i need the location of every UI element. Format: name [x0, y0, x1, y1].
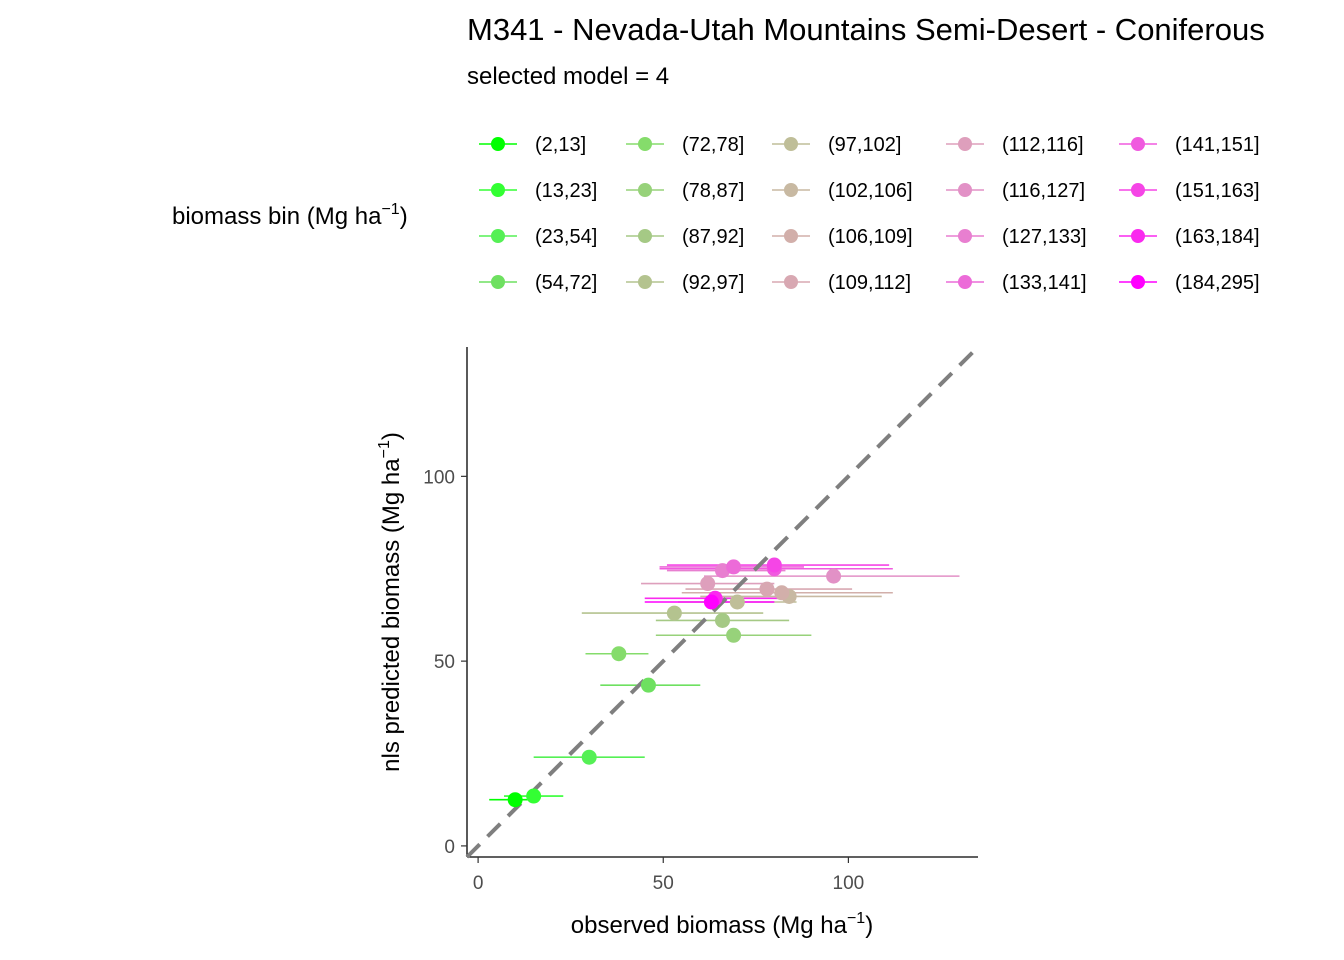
legend-item: (151,163] — [1119, 180, 1260, 202]
legend-label: (54,72] — [535, 272, 597, 294]
legend-item: (72,78] — [626, 134, 744, 156]
legend-key-dot — [491, 183, 505, 197]
data-point — [715, 612, 730, 628]
legend-key-dot — [784, 183, 798, 197]
data-point — [581, 749, 597, 765]
data-point — [700, 576, 716, 592]
legend-item: (141,151] — [1119, 134, 1260, 156]
data-point — [703, 594, 719, 610]
y-tick-label: 0 — [444, 837, 455, 858]
legend-key-dot — [1131, 183, 1145, 197]
legend-label: (106,109] — [828, 226, 913, 248]
legend-key-dot — [491, 229, 505, 243]
legend-title: biomass bin (Mg ha−1) — [172, 201, 408, 230]
legend-key-dot — [638, 137, 652, 151]
legend-key-dot — [638, 183, 652, 197]
data-point — [759, 581, 775, 597]
plot-area — [465, 345, 980, 859]
legend-item: (2,13] — [479, 134, 586, 156]
x-tick-label: 100 — [833, 873, 865, 894]
legend-label: (184,295] — [1175, 272, 1260, 294]
legend-key-dot — [638, 275, 652, 289]
legend-item: (13,23] — [479, 180, 597, 202]
data-point — [611, 646, 627, 662]
legend-item: (102,106] — [772, 180, 913, 202]
legend-key-dot — [784, 229, 798, 243]
legend-item: (116,127] — [946, 180, 1085, 202]
legend-item: (184,295] — [1119, 272, 1260, 294]
legend-label: (72,78] — [682, 134, 744, 156]
legend: (2,13] (13,23] (23,54] (54,72] (72,78] (78,87… — [479, 134, 1260, 294]
x-tick-label: 0 — [473, 873, 484, 894]
data-point — [726, 627, 742, 643]
legend-item: (92,97] — [626, 272, 744, 294]
legend-label: (151,163] — [1175, 180, 1260, 202]
legend-item: (78,87] — [626, 180, 744, 202]
x-tick-label: 50 — [653, 873, 674, 894]
legend-label: (127,133] — [1002, 226, 1087, 248]
data-point — [666, 605, 682, 621]
legend-item: (133,141] — [946, 272, 1087, 294]
legend-label: (2,13] — [535, 134, 586, 156]
legend-key-dot — [491, 137, 505, 151]
legend-label: (109,112] — [828, 272, 911, 294]
legend-label: (23,54] — [535, 226, 597, 248]
legend-key-dot — [491, 275, 505, 289]
legend-key-dot — [1131, 275, 1145, 289]
legend-key-dot — [1131, 137, 1145, 151]
legend-label: (116,127] — [1002, 180, 1085, 202]
data-point — [729, 594, 745, 610]
reference-line — [465, 345, 980, 859]
legend-item: (127,133] — [946, 226, 1087, 248]
legend-key-dot — [958, 137, 972, 151]
legend-label: (163,184] — [1175, 226, 1260, 248]
legend-key-dot — [1131, 229, 1145, 243]
x-axis-label: observed biomass (Mg ha−1) — [571, 910, 873, 939]
legend-label: (87,92] — [682, 226, 744, 248]
legend-label: (102,106] — [828, 180, 913, 202]
legend-label: (133,141] — [1002, 272, 1087, 294]
chart-subtitle: selected model = 4 — [467, 63, 669, 90]
legend-label: (141,151] — [1175, 134, 1260, 156]
legend-key-dot — [784, 137, 798, 151]
legend-item: (163,184] — [1119, 226, 1260, 248]
legend-item: (97,102] — [772, 134, 901, 156]
legend-key-dot — [958, 229, 972, 243]
legend-item: (106,109] — [772, 226, 913, 248]
legend-label: (112,116] — [1002, 134, 1084, 156]
data-point — [640, 677, 656, 693]
legend-key-dot — [958, 275, 972, 289]
legend-item: (54,72] — [479, 272, 597, 294]
legend-label: (13,23] — [535, 180, 597, 202]
data-point — [774, 585, 790, 601]
legend-label: (92,97] — [682, 272, 744, 294]
data-point — [826, 568, 842, 584]
legend-key-dot — [784, 275, 798, 289]
data-point — [526, 788, 542, 804]
legend-item: (109,112] — [772, 272, 911, 294]
y-axis-label: nls predicted biomass (Mg ha−1) — [376, 432, 405, 772]
legend-item: (112,116] — [946, 134, 1084, 156]
chart-title: M341 - Nevada-Utah Mountains Semi-Desert… — [467, 12, 1265, 47]
data-point — [507, 792, 523, 808]
data-point — [726, 559, 742, 575]
legend-item: (87,92] — [626, 226, 744, 248]
legend-label: (97,102] — [828, 134, 901, 156]
y-tick-label: 50 — [434, 652, 455, 673]
axis-ticks: 0 50 100 0 50 100 — [423, 467, 864, 894]
legend-key-dot — [958, 183, 972, 197]
data-point — [766, 557, 782, 573]
legend-item: (23,54] — [479, 226, 597, 248]
legend-key-dot — [638, 229, 652, 243]
y-tick-label: 100 — [423, 467, 455, 488]
legend-label: (78,87] — [682, 180, 744, 202]
